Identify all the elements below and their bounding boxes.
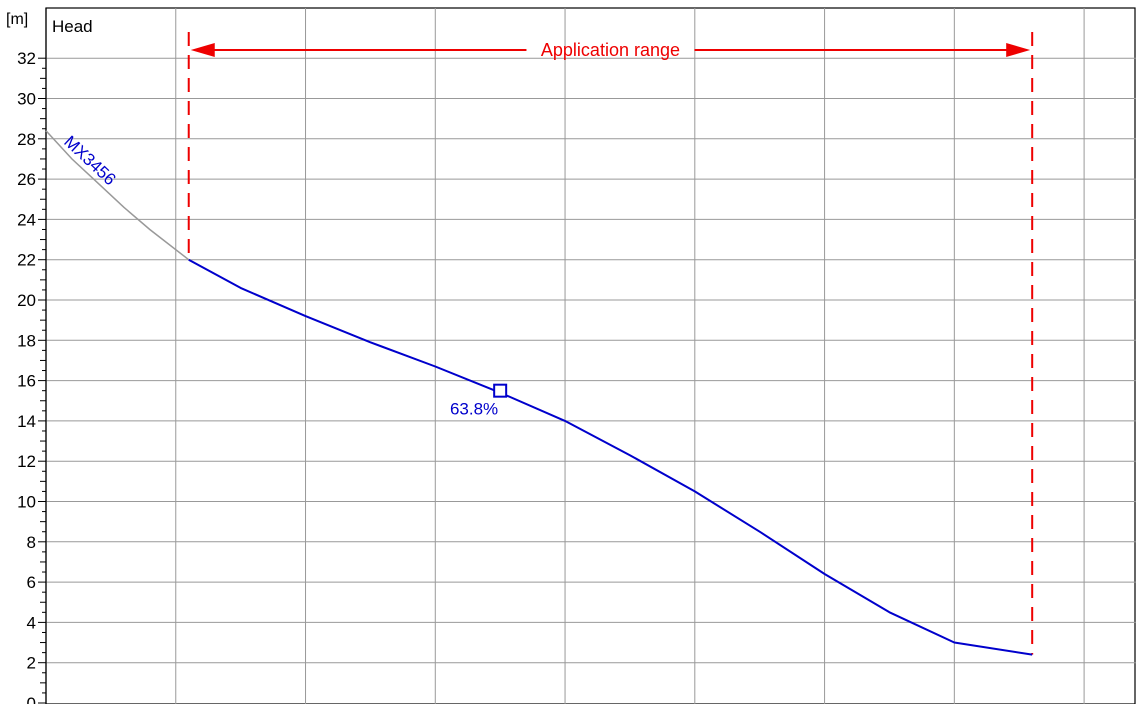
y-tick-label: 26 (17, 170, 36, 189)
y-tick-label: 14 (17, 412, 36, 431)
y-tick-label: 16 (17, 372, 36, 391)
plot-border (45, 7, 1136, 704)
y-axis-title: Head (52, 17, 93, 36)
y-tick-label: 0 (27, 694, 36, 704)
y-tick-label: 6 (27, 573, 36, 592)
y-tick-label: 12 (17, 452, 36, 471)
grid (45, 7, 1136, 704)
operating-point-label: 63.8% (450, 400, 498, 419)
application-range: Application range (187, 32, 1034, 655)
y-tick-label: 4 (27, 613, 36, 632)
operating-point-marker (493, 383, 508, 398)
y-tick-label: 2 (27, 654, 36, 673)
y-tick-label: 8 (27, 533, 36, 552)
annotations: 63.8% (450, 383, 508, 419)
series-layer: MX3456 (45, 130, 1033, 656)
y-tick-label: 22 (17, 251, 36, 270)
series-line (188, 258, 1033, 656)
application-range-label: Application range (541, 40, 680, 60)
series-extension-line (45, 130, 190, 261)
y-tick-label: 30 (17, 90, 36, 109)
y-unit-label: [m] (6, 11, 28, 28)
range-arrowhead-right (1006, 43, 1031, 57)
y-tick-label: 10 (17, 493, 36, 512)
y-tick-label: 18 (17, 331, 36, 350)
y-tick-label: 32 (17, 49, 36, 68)
y-tick-label: 28 (17, 130, 36, 149)
y-tick-label: 20 (17, 291, 36, 310)
range-arrowhead-left (190, 43, 215, 57)
series-name-label: MX3456 (60, 132, 119, 189)
y-tick-label: 24 (17, 210, 36, 229)
